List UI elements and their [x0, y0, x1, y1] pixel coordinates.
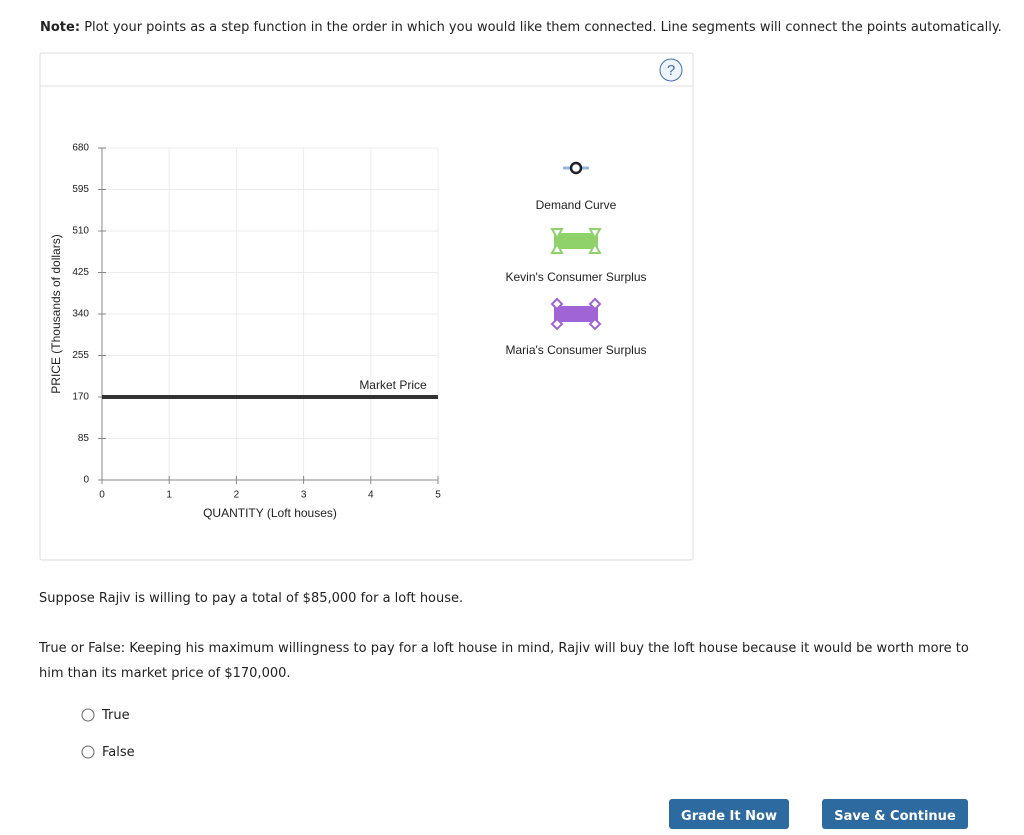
maria-icon-marks[interactable] [550, 297, 602, 331]
note-label: Note: [40, 20, 81, 35]
y-tick-label: 425 [72, 267, 89, 278]
x-axis-label: QUANTITY (Loft houses) [203, 506, 337, 520]
y-tick-label: 510 [72, 226, 89, 237]
radio[interactable] [81, 708, 95, 722]
save-button[interactable]: Save & Continue [822, 799, 968, 829]
x-tick-label: 2 [234, 490, 240, 501]
tool-label: Demand Curve [536, 198, 617, 212]
kevin-icon-marks[interactable] [550, 228, 602, 254]
scenario: Suppose Rajiv is willing to pay a total … [39, 591, 464, 606]
help-icon[interactable] [659, 58, 683, 82]
option-label[interactable]: False [102, 745, 135, 760]
radio[interactable] [81, 745, 95, 759]
grade-button[interactable]: Grade It Now [669, 799, 789, 829]
panel-border [39, 52, 694, 561]
x-tick-label: 5 [435, 490, 441, 501]
y-tick-label: 680 [72, 143, 89, 154]
tool-label: Kevin's Consumer Surplus [505, 270, 646, 284]
y-tick-label: 170 [72, 392, 89, 403]
y-tick-label: 340 [72, 309, 89, 320]
note: Note: Plot your points as a step functio… [40, 20, 1002, 35]
maria-icon[interactable] [554, 306, 598, 322]
x-tick-label: 3 [301, 490, 307, 501]
x-tick-label: 1 [166, 490, 172, 501]
y-tick-label: 595 [72, 184, 89, 195]
x-tick-label: 4 [368, 490, 374, 501]
question: True or False: Keeping his maximum willi… [39, 641, 969, 681]
help-text[interactable]: ? [667, 62, 675, 79]
y-axis-label: PRICE (Thousands of dollars) [49, 234, 63, 393]
y-tick-label: 85 [78, 433, 90, 444]
tool-label: Maria's Consumer Surplus [505, 343, 646, 357]
kevin-icon[interactable] [554, 233, 598, 249]
note-text: Plot your points as a step function in t… [84, 20, 1002, 35]
demand-icon[interactable] [569, 161, 583, 175]
radio-group [81, 708, 95, 759]
y-tick-label: 0 [83, 475, 89, 486]
x-tick-label: 0 [99, 490, 105, 501]
series-label: Market Price [359, 378, 427, 392]
y-tick-label: 255 [72, 350, 89, 361]
option-label[interactable]: True [102, 708, 130, 723]
